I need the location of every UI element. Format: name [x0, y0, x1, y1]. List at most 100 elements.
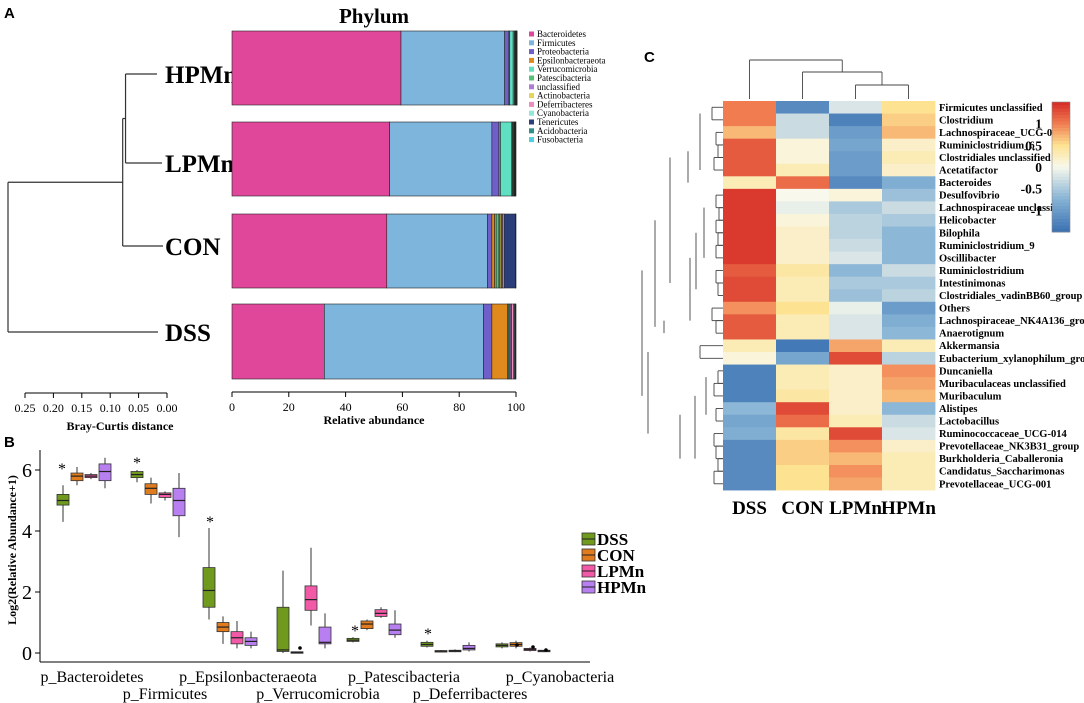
- box-y-tick-label: 6: [22, 460, 32, 482]
- heatmap-cell-Anaerotignum-HPMn: [882, 326, 936, 340]
- colorbar-segment: [1052, 193, 1070, 197]
- phylum-legend: BacteroidetesFirmicutesProteobacteriaEps…: [529, 29, 605, 145]
- colorbar-segment: [1052, 183, 1070, 187]
- heatmap-cell-Lachnospiraceae unclassified-CON: [776, 201, 830, 215]
- heatmap-cell-Lactobacillus-HPMn: [882, 414, 936, 428]
- legend-label-Verrucomicrobia: Verrucomicrobia: [537, 64, 597, 74]
- legend-label-Acidobacteria: Acidobacteria: [537, 126, 587, 136]
- heatmap-cell-Prevotellaceae_NK3B31_group-LPMn: [829, 439, 883, 453]
- heatmap-cell-Duncaniella-DSS: [723, 364, 777, 378]
- colorbar-segment: [1052, 150, 1070, 155]
- heatmap-cell-Bacteroides-LPMn: [829, 176, 883, 190]
- legend-swatch-Tenericutes: [529, 119, 534, 125]
- heatmap-row-label: Desulfovibrio: [939, 191, 1000, 202]
- colorbar-segment: [1052, 157, 1070, 161]
- box-legend-label-HPMn: HPMn: [597, 578, 647, 597]
- heatmap-cell-Clostridiales_vadinBB60_group-LPMn: [829, 289, 883, 303]
- bar-segment-CON-Patescibacteria: [495, 213, 500, 289]
- heatmap-cell-Lachnospiraceae_UCG-001-HPMn: [882, 126, 936, 140]
- colorbar-segment: [1052, 160, 1070, 165]
- heatmap-cell-Burkholderia_Caballeronia-LPMn: [829, 452, 883, 466]
- heatmap-cell-Ruminiclostridium_6-DSS: [723, 138, 777, 152]
- heatmap-row-label: Prevotellaceae_UCG-001: [939, 479, 1051, 490]
- heatmap-cell-Burkholderia_Caballeronia-CON: [776, 452, 830, 466]
- heatmap-cell-Burkholderia_Caballeronia-DSS: [723, 452, 777, 466]
- colorbar-segment: [1052, 189, 1070, 194]
- legend-swatch-Bacteroidetes: [529, 31, 534, 37]
- heatmap-cell-Acetatifactor-DSS: [723, 163, 777, 177]
- heatmap-cell-Ruminiclostridium-LPMn: [829, 264, 883, 278]
- box-p_Epsilonbacteraeota-DSS: [202, 567, 216, 608]
- colorbar-segment: [1052, 167, 1070, 171]
- heatmap-cell-Muribaculaceas unclassified-HPMn: [882, 377, 936, 391]
- heatmap-cell-Bacteroides-HPMn: [882, 176, 936, 190]
- heatmap-cell-Lactobacillus-CON: [776, 414, 830, 428]
- bar-segment-LPMn-Proteobacteria: [491, 121, 500, 197]
- heatmap-row-label: Eubacterium_xylanophilum_group: [939, 354, 1084, 365]
- colorbar-segment: [1052, 180, 1070, 184]
- box-y-axis-label: Log2(Relative Abundance+1): [5, 475, 19, 625]
- dendrogram-leaf-LPMn: LPMn: [165, 151, 235, 178]
- box-p_Bacteroidetes-DSS: [56, 493, 70, 506]
- significance-star: *: [351, 623, 359, 640]
- heatmap-column-label: DSS: [732, 498, 767, 519]
- heatmap-cell-Clostridiales_vadinBB60_group-HPMn: [882, 289, 936, 303]
- heatmap-cell-Oscillibacter-LPMn: [829, 251, 883, 265]
- heatmap-cell-Acetatifactor-LPMn: [829, 163, 883, 177]
- heatmap-cell-Intestinimonas-HPMn: [882, 276, 936, 290]
- heatmap-cell-Ruminiclostridium_9-CON: [776, 239, 830, 252]
- heatmap-cell-Akkermansia-CON: [776, 339, 830, 353]
- legend-swatch-Proteobacteria: [529, 49, 534, 55]
- legend-label-Epsilonbacteraeota: Epsilonbacteraeota: [537, 55, 605, 65]
- box-x-label-row2: p_Firmicutes: [123, 686, 207, 703]
- box-p_Verrucomicrobia-LPMn: [304, 585, 318, 611]
- heatmap-cell-Intestinimonas-LPMn: [829, 276, 883, 290]
- heatmap-cell-Ruminococcaceae_UCG-014-DSS: [723, 427, 777, 441]
- heatmap-cell-Desulfovibrio-LPMn: [829, 188, 883, 202]
- heatmap-cell-Ruminiclostridium_6-LPMn: [829, 138, 883, 152]
- colorbar-segment: [1052, 115, 1070, 119]
- heatmap-row-label: Burkholderia_Caballeronia: [939, 454, 1064, 465]
- legend-label-Firmicutes: Firmicutes: [537, 38, 576, 48]
- legend-label-Cyanobacteria: Cyanobacteria: [537, 108, 589, 118]
- heatmap-cell-Others-LPMn: [829, 301, 883, 315]
- colorbar-segment: [1052, 121, 1070, 126]
- heatmap-cell-Muribaculum-LPMn: [829, 389, 883, 403]
- colorbar-segment: [1052, 173, 1070, 178]
- heatmap-cell-Anaerotignum-DSS: [723, 326, 777, 340]
- box-x-label-row2: p_Deferribacteres: [413, 686, 528, 703]
- legend-swatch-Actinobacteria: [529, 93, 534, 99]
- box-p_Firmicutes-HPMn: [172, 487, 186, 517]
- bar-segment-CON-Bacteroidetes: [231, 213, 388, 289]
- heatmap-row-label: Muribaculum: [939, 391, 1002, 402]
- legend-swatch-Epsilonbacteraeota: [529, 57, 534, 63]
- bar-segment-DSS-Epsilonbacteraeota: [491, 303, 508, 380]
- heatmap-row-label: Prevotellaceae_NK3B31_group: [939, 442, 1079, 453]
- heatmap-cell-Eubacterium_xylanophilum_group-DSS: [723, 352, 777, 365]
- heatmap-cell-Lactobacillus-LPMn: [829, 414, 883, 428]
- panel-letter-b: B: [4, 434, 15, 451]
- colorbar-tick-label: 0.5: [1025, 138, 1042, 153]
- bar-segment-DSS-Fusobacteria: [515, 303, 517, 380]
- heatmap-row-label: Clostridiales_vadinBB60_group: [939, 291, 1082, 302]
- heatmap-cell-Lachnospiraceae_NK4A136_group-HPMn: [882, 314, 936, 328]
- heatmap-cell-Burkholderia_Caballeronia-HPMn: [882, 452, 936, 466]
- bar-segment-HPMn-Verrucomicrobia: [509, 30, 514, 106]
- heatmap-cell-Ruminiclostridium_6-HPMn: [882, 138, 936, 152]
- colorbar-segment: [1052, 212, 1070, 217]
- box-y-tick-label: 0: [22, 643, 32, 665]
- box-y-tick-label: 4: [22, 521, 32, 543]
- box-p_Firmicutes-CON: [144, 483, 158, 495]
- colorbar-segment: [1052, 105, 1070, 109]
- heatmap-cell-Duncaniella-LPMn: [829, 364, 883, 378]
- heatmap-cell-Firmicutes unclassified-LPMn: [829, 101, 883, 114]
- heatmap-cell-Clostridiales unclassified-LPMn: [829, 151, 883, 165]
- heatmap-row-label: Bilophila: [939, 228, 981, 239]
- heatmap-cell-Clostridiales_vadinBB60_group-CON: [776, 289, 830, 303]
- heatmap-cell-Others-HPMn: [882, 301, 936, 315]
- colorbar-segment: [1052, 134, 1070, 139]
- heatmap-cell-Prevotellaceae_UCG-001-CON: [776, 477, 830, 491]
- heatmap-cell-Bilophila-CON: [776, 226, 830, 240]
- colorbar-segment: [1052, 108, 1070, 113]
- heatmap-cell-Anaerotignum-CON: [776, 326, 830, 340]
